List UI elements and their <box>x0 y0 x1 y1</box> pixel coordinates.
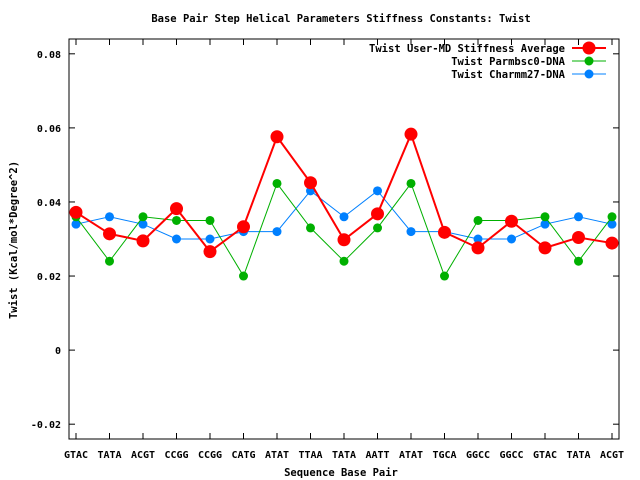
data-point <box>337 233 351 247</box>
data-point <box>306 223 315 233</box>
y-tick-label: 0.08 <box>37 50 61 61</box>
data-point <box>105 212 114 222</box>
data-point <box>339 212 349 222</box>
x-axis-label: Sequence Base Pair <box>284 467 398 479</box>
data-point <box>272 178 282 188</box>
data-point <box>237 220 250 234</box>
data-point <box>373 186 382 196</box>
data-point <box>473 215 483 225</box>
x-tick-label: ACGT <box>600 450 624 461</box>
y-axis-label: Twist (Kcal/mol*Degree^2) <box>8 161 20 319</box>
data-point <box>574 256 583 266</box>
legend-swatch-marker <box>584 56 594 66</box>
legend-label: Twist User-MD Stiffness Average <box>369 43 565 55</box>
x-tick-label: TATA <box>97 450 121 461</box>
data-point <box>540 219 550 229</box>
data-point <box>404 127 418 141</box>
legend-swatch-marker <box>584 69 594 79</box>
data-point <box>105 256 114 266</box>
x-tick-label: TATA <box>566 450 590 461</box>
data-point <box>538 241 552 255</box>
x-tick-label: ATAT <box>399 450 423 461</box>
data-point <box>71 219 81 229</box>
data-point <box>172 234 181 244</box>
x-tick-label: GGCC <box>499 450 523 461</box>
x-tick-label: CCGG <box>164 450 188 461</box>
data-point <box>239 271 248 281</box>
x-tick-label: CCGG <box>198 450 222 461</box>
x-tick-label: TATA <box>332 450 356 461</box>
data-point <box>270 130 284 144</box>
x-tick-label: TTAA <box>298 450 322 461</box>
x-tick-label: ACGT <box>131 450 155 461</box>
data-point <box>272 227 282 237</box>
data-point <box>507 234 516 244</box>
data-point <box>170 202 183 216</box>
chart-title: Base Pair Step Helical Parameters Stiffn… <box>151 13 530 25</box>
data-point <box>473 234 483 244</box>
y-tick-label: -0.02 <box>31 420 61 431</box>
legend-swatch-marker <box>582 41 596 55</box>
series-layer <box>69 127 619 281</box>
data-point <box>574 212 583 222</box>
data-point <box>304 176 317 190</box>
data-point <box>540 212 550 222</box>
y-tick-label: 0.02 <box>37 272 61 283</box>
data-point <box>205 215 215 225</box>
data-point <box>607 212 617 222</box>
y-tick-label: 0 <box>55 346 61 357</box>
data-point <box>203 245 217 259</box>
data-point <box>69 205 83 219</box>
x-tick-label: AATT <box>365 450 389 461</box>
x-tick-label: TGCA <box>432 450 456 461</box>
y-tick-label: 0.04 <box>37 198 61 209</box>
data-point <box>205 234 215 244</box>
y-axis-ticks: -0.02 0 0.02 0.04 0.06 0.08 <box>31 50 619 431</box>
x-tick-label: GTAC <box>533 450 557 461</box>
legend-label: Twist Parmbsc0-DNA <box>451 56 565 68</box>
data-point <box>505 214 518 228</box>
data-point <box>138 212 148 222</box>
data-point <box>103 227 116 241</box>
data-point <box>605 236 619 250</box>
data-point <box>172 215 181 225</box>
x-tick-label: ATAT <box>265 450 289 461</box>
x-axis-ticks: GTAC TATA ACGT CCGG CCGG CATG ATAT TTAA TATA AATT… <box>64 39 624 461</box>
data-point <box>373 223 382 233</box>
x-tick-label: GTAC <box>64 450 88 461</box>
data-point <box>440 271 449 281</box>
data-point <box>371 207 384 221</box>
data-point <box>339 256 349 266</box>
data-point <box>138 219 148 229</box>
data-point <box>572 231 585 245</box>
x-tick-label: GGCC <box>466 450 490 461</box>
legend-label: Twist Charmm27-DNA <box>451 69 565 81</box>
data-point <box>406 227 416 237</box>
x-tick-label: CATG <box>231 450 255 461</box>
data-point <box>136 234 150 248</box>
y-tick-label: 0.06 <box>37 124 61 135</box>
data-point <box>406 178 416 188</box>
data-point <box>607 219 617 229</box>
series-1 <box>69 127 619 259</box>
data-point <box>471 241 485 255</box>
data-point <box>438 225 451 239</box>
